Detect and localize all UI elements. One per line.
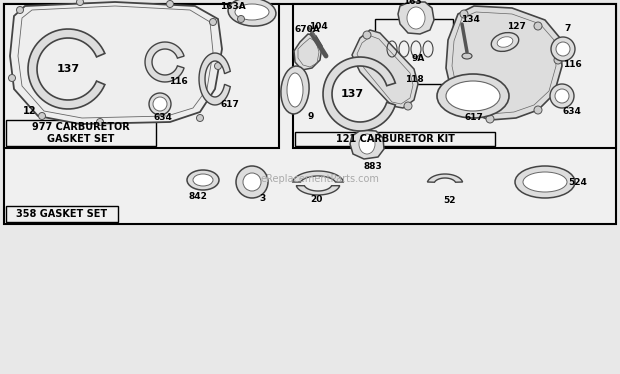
- Circle shape: [38, 113, 45, 120]
- Circle shape: [210, 18, 216, 25]
- Text: 52: 52: [444, 196, 456, 205]
- Ellipse shape: [497, 37, 513, 47]
- Circle shape: [460, 10, 468, 18]
- Text: 634: 634: [154, 113, 172, 122]
- Text: eReplacementParts.com: eReplacementParts.com: [260, 174, 379, 184]
- Polygon shape: [292, 171, 343, 182]
- Circle shape: [556, 42, 570, 56]
- Circle shape: [236, 166, 268, 198]
- Text: 137: 137: [56, 64, 79, 74]
- Ellipse shape: [491, 33, 519, 51]
- Polygon shape: [446, 6, 562, 120]
- Ellipse shape: [228, 0, 276, 26]
- Text: 127: 127: [507, 21, 525, 31]
- Bar: [4, 4, 279, 148]
- Polygon shape: [145, 42, 184, 82]
- Circle shape: [534, 22, 542, 30]
- Text: 977 CARBURETOR
GASKET SET: 977 CARBURETOR GASKET SET: [32, 122, 130, 144]
- Text: 9: 9: [308, 111, 314, 120]
- Text: 121 CARBURETOR KIT: 121 CARBURETOR KIT: [335, 134, 454, 144]
- Text: 883: 883: [363, 162, 383, 171]
- Circle shape: [404, 102, 412, 110]
- Bar: [4, 4, 616, 224]
- Polygon shape: [296, 186, 340, 195]
- Text: 9A: 9A: [411, 53, 425, 62]
- Text: 12: 12: [24, 106, 37, 116]
- Text: 118: 118: [405, 74, 423, 83]
- Bar: [293, 4, 616, 148]
- Circle shape: [243, 173, 261, 191]
- Ellipse shape: [407, 7, 425, 29]
- Circle shape: [237, 15, 244, 22]
- Circle shape: [215, 62, 221, 70]
- Polygon shape: [28, 29, 105, 109]
- Circle shape: [167, 0, 174, 7]
- Ellipse shape: [515, 166, 575, 198]
- Circle shape: [486, 115, 494, 123]
- Ellipse shape: [462, 53, 472, 59]
- Text: 524: 524: [569, 178, 587, 187]
- Polygon shape: [398, 2, 434, 34]
- Ellipse shape: [281, 66, 309, 114]
- Ellipse shape: [437, 74, 509, 118]
- Ellipse shape: [446, 81, 500, 111]
- Polygon shape: [427, 174, 463, 182]
- Bar: [6, 120, 156, 146]
- Polygon shape: [294, 34, 322, 70]
- Circle shape: [550, 84, 574, 108]
- Polygon shape: [352, 30, 418, 108]
- Text: 617: 617: [464, 113, 484, 122]
- Text: 20: 20: [310, 194, 322, 203]
- Circle shape: [197, 114, 203, 122]
- Text: 634: 634: [562, 107, 582, 116]
- Text: 3: 3: [259, 193, 265, 202]
- Circle shape: [76, 0, 84, 6]
- Text: 116: 116: [562, 59, 582, 68]
- Circle shape: [153, 97, 167, 111]
- Text: 842: 842: [188, 191, 208, 200]
- Bar: [375, 19, 453, 84]
- Circle shape: [363, 31, 371, 39]
- Circle shape: [149, 93, 171, 115]
- Polygon shape: [199, 53, 230, 105]
- Text: 358 GASKET SET: 358 GASKET SET: [17, 209, 107, 219]
- Ellipse shape: [193, 174, 213, 186]
- Text: 163A: 163A: [220, 1, 246, 10]
- Ellipse shape: [235, 4, 269, 20]
- Circle shape: [454, 92, 462, 100]
- Text: 7: 7: [565, 24, 571, 33]
- Text: 116: 116: [169, 77, 187, 86]
- Text: 134: 134: [461, 15, 479, 24]
- Ellipse shape: [523, 172, 567, 192]
- Text: 670A: 670A: [294, 25, 320, 34]
- Circle shape: [551, 37, 575, 61]
- Circle shape: [554, 56, 562, 64]
- Ellipse shape: [187, 170, 219, 190]
- Bar: [295, 132, 495, 146]
- Bar: [6, 206, 118, 222]
- Circle shape: [17, 6, 24, 13]
- Ellipse shape: [359, 134, 375, 154]
- Ellipse shape: [287, 73, 303, 107]
- Polygon shape: [10, 2, 222, 124]
- Text: 137: 137: [340, 89, 363, 99]
- Text: 163: 163: [402, 0, 422, 6]
- Circle shape: [555, 89, 569, 103]
- Polygon shape: [350, 130, 384, 159]
- Text: 617: 617: [221, 99, 239, 108]
- Circle shape: [97, 119, 104, 126]
- Circle shape: [9, 74, 16, 82]
- Circle shape: [534, 106, 542, 114]
- Polygon shape: [323, 57, 396, 131]
- Text: 104: 104: [309, 21, 327, 31]
